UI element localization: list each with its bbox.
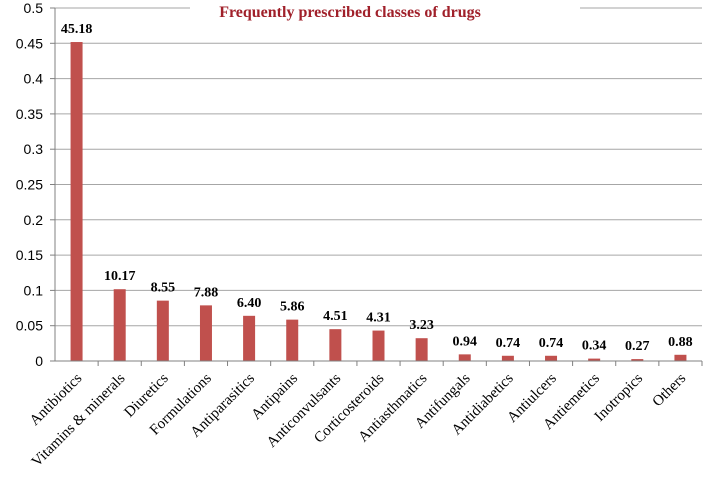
- data-labels: 45.18 10.17 8.55 7.88 6.40 5.86 4.51 4.31 3.23 0.…: [61, 22, 693, 354]
- data-label: 0.74: [496, 336, 521, 351]
- bar-others: [674, 354, 687, 361]
- bar-anticonvulsants: [329, 329, 342, 361]
- gridlines: [55, 7, 702, 327]
- bar-formulations: [199, 305, 212, 361]
- data-label: 8.55: [151, 281, 176, 296]
- y-tick-label: 0.5: [24, 0, 44, 16]
- bar-series: [70, 42, 687, 361]
- bar-antipains: [286, 319, 299, 361]
- data-label: 0.88: [668, 335, 693, 350]
- y-tick-label: 0.2: [24, 212, 44, 228]
- bar-antibiotics: [70, 42, 83, 361]
- bar-antiulcers: [545, 355, 558, 361]
- y-tick-label: 0: [35, 353, 43, 369]
- data-label: 0.34: [582, 339, 607, 354]
- bar-antidiabetics: [501, 355, 514, 361]
- data-label: 0.94: [453, 334, 478, 349]
- x-tick-label: Anticonvulsants: [264, 370, 344, 450]
- bar-antifungals: [458, 354, 471, 361]
- y-tick-label: 0.1: [24, 282, 44, 298]
- data-label: 5.86: [280, 300, 305, 315]
- bar-corticosteroids: [372, 330, 385, 361]
- y-tick-label: 0.3: [24, 141, 44, 157]
- bar-antiparasitics: [243, 315, 256, 361]
- y-tick-label: 0.25: [16, 177, 43, 193]
- data-label: 3.23: [409, 318, 434, 333]
- y-tick-label: 0.15: [16, 247, 43, 263]
- data-label: 0.27: [625, 339, 650, 354]
- y-axis: 0 0.05 0.1 0.15 0.2 0.25 0.3 0.35 0.4 0.45 0.5: [16, 0, 56, 369]
- x-tick-label: Inotropics: [592, 370, 646, 424]
- bar-inotropics: [631, 359, 644, 361]
- data-label: 10.17: [104, 269, 136, 284]
- y-tick-label: 0.4: [24, 71, 44, 87]
- chart-title: Frequently prescribed classes of drugs: [219, 4, 481, 21]
- y-tick-label: 0.05: [16, 318, 43, 334]
- data-label: 45.18: [61, 22, 93, 37]
- data-label: 4.31: [366, 311, 391, 326]
- y-tick-label: 0.35: [16, 106, 43, 122]
- y-tick-label: 0.45: [16, 35, 43, 51]
- data-label: 4.51: [323, 309, 348, 324]
- title-background: [190, 0, 580, 24]
- x-tick-label: Others: [650, 370, 690, 410]
- data-label: 0.74: [539, 336, 564, 351]
- bar-antiasthmatics: [415, 338, 428, 361]
- bar-diuretics: [156, 300, 169, 361]
- bar-vitamins-minerals: [113, 289, 126, 361]
- data-label: 7.88: [194, 285, 219, 300]
- data-label: 6.40: [237, 296, 262, 311]
- bar-antiemetics: [588, 358, 601, 361]
